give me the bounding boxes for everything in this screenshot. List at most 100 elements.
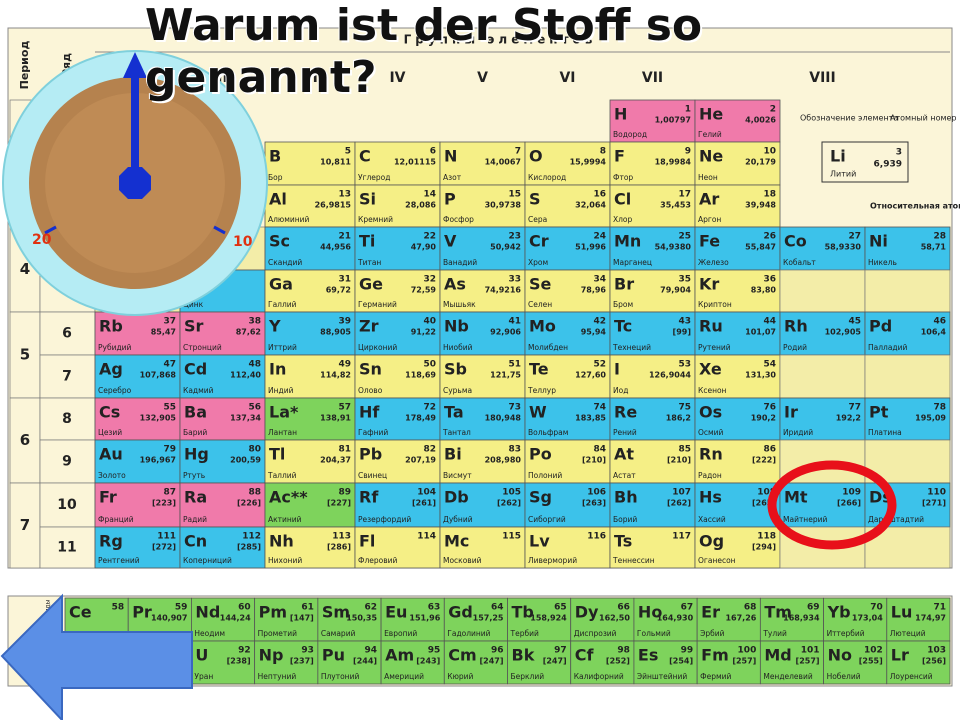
element-symbol: Cs: [99, 403, 120, 422]
element-name: Иридий: [783, 428, 813, 437]
atomic-mass: 107,868: [140, 371, 177, 380]
atomic-mass: 192,2: [836, 414, 861, 423]
element-name: Америций: [384, 672, 424, 681]
atomic-number: 75: [678, 403, 691, 413]
atomic-mass: 150,35: [346, 614, 377, 623]
element-name: Висмут: [443, 471, 472, 480]
legend-text: Относительная атомная масса: [870, 202, 960, 211]
element-name: Кремний: [358, 215, 393, 224]
atomic-mass: 168,934: [783, 614, 820, 623]
element-symbol: Bi: [444, 445, 462, 464]
element-symbol: O: [529, 147, 543, 166]
atomic-number: 54: [763, 360, 776, 370]
element-name: Тербий: [510, 629, 539, 638]
element-name: Стронций: [183, 343, 222, 352]
element-name: Теннессин: [612, 556, 655, 565]
element-name: Молибден: [528, 343, 568, 352]
element-symbol: Mc: [444, 532, 469, 551]
element-symbol: Kr: [699, 275, 719, 294]
element-cell: [254, 640, 319, 685]
atomic-mass: 47,90: [411, 243, 437, 252]
atomic-number: 61: [301, 603, 314, 613]
atomic-number: 24: [593, 232, 606, 242]
atomic-mass: [247]: [479, 657, 503, 666]
element-symbol: Tc: [614, 317, 632, 336]
element-symbol: Rn: [699, 445, 723, 464]
element-name: Тулий: [762, 629, 787, 638]
atomic-number: 74: [593, 403, 606, 413]
atomic-number: 62: [365, 603, 378, 613]
element-cell: [354, 526, 441, 569]
atomic-number: 115: [502, 532, 521, 542]
element-cell: [439, 526, 526, 569]
back-arrow[interactable]: [0, 593, 193, 720]
row-cell: [39, 397, 96, 441]
element-symbol: Dy: [575, 603, 599, 622]
atomic-number: 10: [763, 147, 776, 157]
atomic-number: 1: [685, 105, 691, 115]
element-name: Резерфордий: [358, 515, 411, 524]
element-symbol: Sb: [444, 360, 467, 379]
element-symbol: As: [444, 275, 466, 294]
element-symbol: Xe: [699, 360, 722, 379]
element-name: Ванадий: [443, 258, 477, 267]
element-name: Барий: [183, 428, 207, 437]
element-cell: [609, 354, 696, 399]
element-name: Гольмий: [637, 629, 671, 638]
element-symbol: U: [195, 646, 208, 665]
element-cell: [864, 482, 951, 528]
overlay: 20 10: [0, 50, 897, 720]
element-name: Сурьма: [443, 386, 472, 395]
element-name: Бор: [268, 173, 283, 182]
atomic-mass: [257]: [732, 657, 756, 666]
period-cell: [9, 482, 41, 569]
atomic-number: 70: [870, 603, 883, 613]
element-name: Свинец: [358, 471, 387, 480]
period-cell: [9, 397, 41, 484]
element-name: Цирконий: [358, 343, 397, 352]
element-name: Актиний: [268, 515, 302, 524]
atomic-mass: 79,904: [660, 286, 691, 295]
atomic-number: 32: [423, 275, 436, 285]
element-name: Кюрий: [447, 672, 473, 681]
element-name: Олово: [358, 386, 383, 395]
atomic-mass: [247]: [543, 657, 567, 666]
element-cell: [354, 269, 441, 313]
element-cell: [524, 226, 611, 271]
element-symbol: Mt: [784, 488, 808, 507]
element-symbol: Er: [701, 603, 720, 622]
element-symbol: Hs: [699, 488, 722, 507]
element-symbol: B: [269, 147, 281, 166]
element-cell: [696, 597, 761, 642]
atomic-mass: 15,9994: [570, 158, 607, 167]
element-cell: [264, 439, 356, 484]
element-name: Галлий: [268, 300, 297, 309]
atomic-mass: [261]: [412, 499, 436, 508]
atomic-mass: 174,97: [915, 614, 946, 623]
atomic-mass: 39,948: [745, 201, 776, 210]
atomic-number: 116: [587, 532, 606, 542]
element-symbol: Y: [268, 317, 281, 336]
atomic-number: 60: [238, 603, 251, 613]
atomic-number: 37: [163, 317, 176, 327]
atomic-number: 36: [763, 275, 776, 285]
atomic-number: 117: [672, 532, 691, 542]
element-cell: [609, 482, 696, 528]
atomic-number: 7: [515, 147, 521, 157]
element-cell: [354, 439, 441, 484]
legend-text: Литий: [830, 170, 856, 179]
element-cell: [264, 184, 356, 228]
element-symbol: H: [614, 105, 627, 124]
element-cell: [354, 354, 441, 399]
element-cell: [179, 354, 266, 399]
element-name: Сера: [528, 215, 547, 224]
element-name: Титан: [357, 258, 381, 267]
atomic-number: 64: [491, 603, 504, 613]
atomic-number: 93: [301, 646, 314, 656]
period-label: 4: [20, 260, 30, 278]
element-cell: [179, 439, 266, 484]
element-cell: [264, 482, 356, 528]
element-name: Индий: [268, 386, 294, 395]
element-name: Прометий: [258, 629, 298, 638]
element-name: Коперниций: [183, 556, 232, 565]
